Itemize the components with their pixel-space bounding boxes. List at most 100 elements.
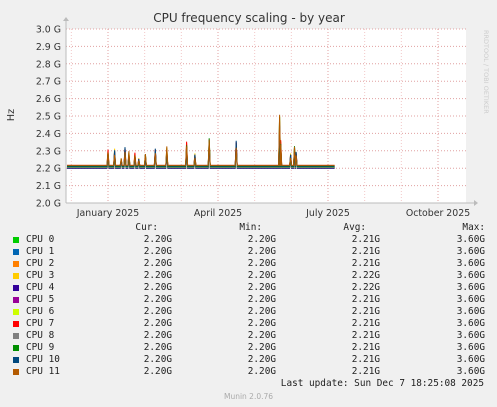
legend-value-min: 2.20G: [247, 366, 276, 377]
y-tick-label: 2.3 G: [36, 146, 61, 157]
legend-row: CPU 5 2.20G 2.20G 2.21G 3.60G: [0, 294, 497, 306]
y-tick-label: 2.2 G: [36, 164, 61, 175]
legend-value-avg: 2.21G: [351, 234, 380, 245]
chart-title: CPU frequency scaling - by year: [153, 11, 345, 25]
legend-row: CPU 9 2.20G 2.20G 2.21G 3.60G: [0, 342, 497, 354]
legend-row: CPU 7 2.20G 2.20G 2.21G 3.60G: [0, 318, 497, 330]
legend-swatch: [13, 309, 19, 315]
chart: CPU frequency scaling - by year RRDTOOL …: [6, 11, 490, 219]
legend-series-name: CPU 10: [26, 354, 60, 365]
legend-series-name: CPU 11: [26, 366, 60, 377]
y-axis-label: Hz: [6, 109, 17, 121]
legend-value-avg: 2.22G: [351, 270, 380, 281]
legend-value-avg: 2.21G: [351, 342, 380, 353]
legend-row: CPU 0 2.20G 2.20G 2.21G 3.60G: [0, 234, 497, 246]
legend-value-max: 3.60G: [456, 330, 485, 341]
legend-value-avg: 2.21G: [351, 318, 380, 329]
legend-value-avg: 2.21G: [351, 330, 380, 341]
legend-row: CPU 6 2.20G 2.20G 2.21G 3.60G: [0, 306, 497, 318]
x-tick-label: January 2025: [76, 208, 139, 219]
legend-swatch: [13, 369, 19, 375]
x-axis-arrow: [474, 200, 478, 206]
legend-value-max: 3.60G: [456, 342, 485, 353]
legend-value-cur: 2.20G: [143, 342, 172, 353]
legend-value-max: 3.60G: [456, 282, 485, 293]
legend-value-cur: 2.20G: [143, 354, 172, 365]
legend-swatch: [13, 297, 19, 303]
legend-series-name: CPU 5: [26, 294, 55, 305]
version: Munin 2.0.76: [223, 392, 274, 401]
legend-value-cur: 2.20G: [143, 258, 172, 269]
y-tick-label: 2.9 G: [36, 42, 61, 53]
legend-value-min: 2.20G: [247, 234, 276, 245]
legend-swatch: [13, 333, 19, 339]
legend-value-min: 2.20G: [247, 318, 276, 329]
legend-value-cur: 2.20G: [143, 246, 172, 257]
legend-value-avg: 2.21G: [351, 354, 380, 365]
legend-swatch: [13, 273, 19, 279]
legend-value-avg: 2.21G: [351, 246, 380, 257]
legend-value-max: 3.60G: [456, 318, 485, 329]
legend-value-min: 2.20G: [247, 294, 276, 305]
legend-series-name: CPU 8: [26, 330, 55, 341]
header-max: Max:: [462, 222, 485, 233]
legend-row: CPU 1 2.20G 2.20G 2.21G 3.60G: [0, 246, 497, 258]
legend-swatch: [13, 261, 19, 267]
legend-value-max: 3.60G: [456, 246, 485, 257]
legend-swatch: [13, 321, 19, 327]
legend-value-min: 2.20G: [247, 342, 276, 353]
legend-value-min: 2.20G: [247, 270, 276, 281]
legend-value-cur: 2.20G: [143, 294, 172, 305]
legend-value-avg: 2.21G: [351, 258, 380, 269]
header-min: Min:: [239, 222, 262, 233]
legend-swatch: [13, 345, 19, 351]
legend-value-avg: 2.21G: [351, 294, 380, 305]
legend-series-name: CPU 1: [26, 246, 55, 257]
legend-value-max: 3.60G: [456, 366, 485, 377]
watermark: RRDTOOL / TOBI OETIKER: [482, 30, 490, 114]
legend-value-min: 2.20G: [247, 282, 276, 293]
legend-swatch: [13, 237, 19, 243]
legend-value-avg: 2.21G: [351, 366, 380, 377]
y-tick-label: 2.6 G: [36, 94, 61, 105]
legend-row: CPU 3 2.20G 2.20G 2.22G 3.60G: [0, 270, 497, 282]
legend-value-min: 2.20G: [247, 354, 276, 365]
legend-value-cur: 2.20G: [143, 234, 172, 245]
y-tick-label: 2.1 G: [36, 181, 61, 192]
legend-row: CPU 10 2.20G 2.20G 2.21G 3.60G: [0, 354, 497, 366]
legend-value-avg: 2.22G: [351, 282, 380, 293]
legend-value-max: 3.60G: [456, 294, 485, 305]
legend-value-max: 3.60G: [456, 270, 485, 281]
legend-swatch: [13, 249, 19, 255]
legend-header: Cur: Min: Avg: Max:: [0, 222, 497, 234]
legend-value-min: 2.20G: [247, 330, 276, 341]
series-line-cpu-11: [67, 114, 335, 166]
legend-series-name: CPU 4: [26, 282, 55, 293]
legend-row: CPU 4 2.20G 2.20G 2.22G 3.60G: [0, 282, 497, 294]
legend-value-cur: 2.20G: [143, 306, 172, 317]
legend-value-max: 3.60G: [456, 258, 485, 269]
legend-value-min: 2.20G: [247, 258, 276, 269]
last-update: Last update: Sun Dec 7 18:25:08 2025: [280, 378, 484, 389]
legend-series-name: CPU 3: [26, 270, 55, 281]
header-avg: Avg:: [343, 222, 366, 233]
legend-series-name: CPU 9: [26, 342, 55, 353]
y-tick-label: 2.5 G: [36, 112, 61, 123]
y-tick-label: 2.8 G: [36, 59, 61, 70]
legend-swatch: [13, 285, 19, 291]
header-cur: Cur:: [135, 222, 158, 233]
y-tick-label: 2.0 G: [36, 199, 61, 210]
legend-value-cur: 2.20G: [143, 270, 172, 281]
legend-row: CPU 11 2.20G 2.20G 2.21G 3.60G: [0, 366, 497, 378]
legend-series-name: CPU 7: [26, 318, 55, 329]
y-tick-label: 3.0 G: [36, 25, 61, 36]
plot-area: January 2025 April 2025 July 2025 October 2…: [36, 17, 478, 219]
legend-row: CPU 8 2.20G 2.20G 2.21G 3.60G: [0, 330, 497, 342]
y-tick-label: 2.4 G: [36, 129, 61, 140]
legend-value-min: 2.20G: [247, 246, 276, 257]
legend-series-name: CPU 0: [26, 234, 55, 245]
legend-value-cur: 2.20G: [143, 366, 172, 377]
y-axis-arrow: [63, 17, 69, 21]
legend-row: CPU 2 2.20G 2.20G 2.21G 3.60G: [0, 258, 497, 270]
legend-value-cur: 2.20G: [143, 318, 172, 329]
